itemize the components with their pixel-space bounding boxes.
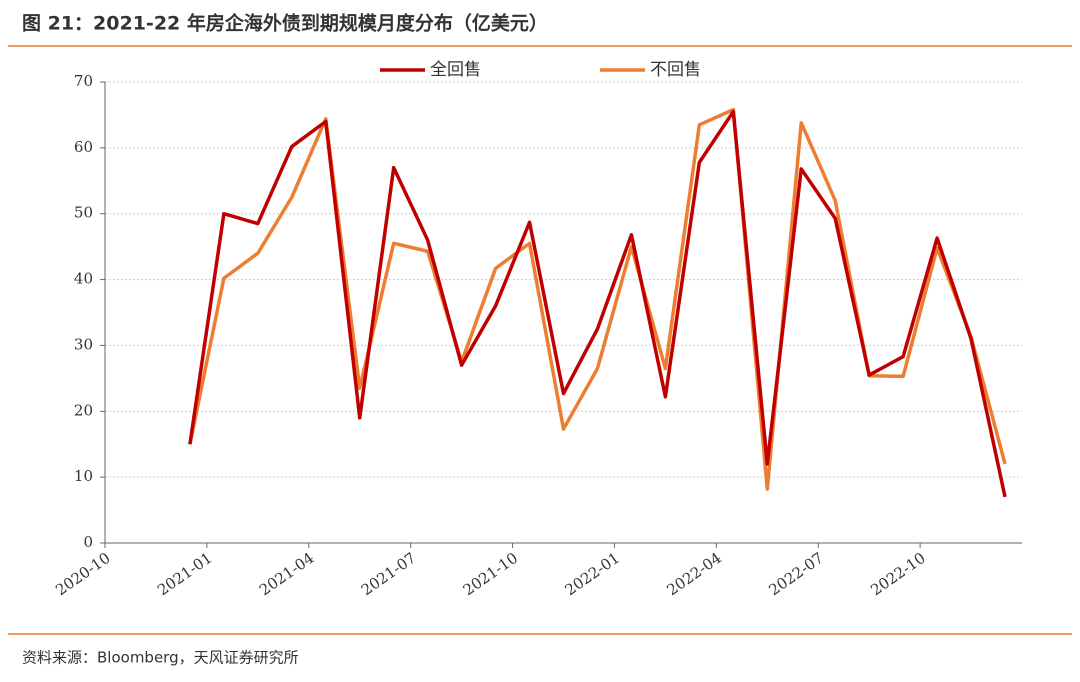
y-tick-label: 70: [74, 72, 93, 90]
series-line: [188, 107, 1007, 491]
y-tick-label: 10: [74, 467, 93, 485]
y-tick-label: 50: [74, 204, 93, 222]
x-tick-label: 2021-07: [358, 549, 419, 600]
x-tick-label: 2020-10: [52, 549, 113, 600]
x-tick-label: 2021-10: [460, 549, 521, 600]
x-tick-label: 2021-04: [256, 549, 317, 600]
x-tick-label: 2022-04: [664, 549, 725, 600]
y-tick-label: 0: [83, 533, 93, 551]
chart-title: 图 21：2021-22 年房企海外债到期规模月度分布（亿美元）: [22, 12, 548, 35]
legend-label: 不回售: [650, 60, 701, 80]
y-tick-label: 30: [74, 335, 93, 353]
legend-label: 全回售: [430, 60, 481, 80]
source-note: 资料来源：Bloomberg，天风证券研究所: [22, 649, 299, 667]
y-tick-label: 40: [74, 270, 93, 288]
x-tick-label: 2022-10: [867, 549, 928, 600]
x-tick-label: 2022-01: [562, 549, 623, 600]
y-tick-label: 20: [74, 401, 93, 419]
x-tick-label: 2022-07: [765, 549, 826, 600]
x-tick-label: 2021-01: [154, 549, 215, 600]
series-line: [188, 109, 1007, 498]
y-tick-label: 60: [74, 138, 93, 156]
